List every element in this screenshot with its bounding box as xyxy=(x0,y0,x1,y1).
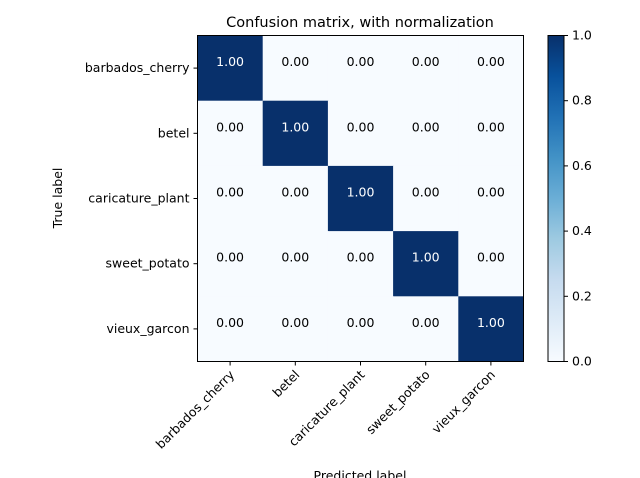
matrix-cell xyxy=(458,100,524,167)
matrix-cell xyxy=(327,100,394,167)
cell-value-label: 0.00 xyxy=(477,119,505,134)
x-axis-label: Predicted label xyxy=(314,468,407,478)
y-tick-label: betel xyxy=(158,125,190,140)
cell-value-label: 0.00 xyxy=(347,119,375,134)
matrix-cell xyxy=(393,231,459,297)
cell-value-label: 0.00 xyxy=(477,185,505,200)
cell-value-label: 0.00 xyxy=(477,250,505,265)
cell-value-label: 0.00 xyxy=(477,54,505,69)
matrix-cell xyxy=(458,231,524,297)
chart-title: Confusion matrix, with normalization xyxy=(226,15,494,31)
cell-value-label: 0.00 xyxy=(216,119,244,134)
matrix-cell xyxy=(458,35,524,102)
cell-value-label: 0.00 xyxy=(216,185,244,200)
matrix-cell xyxy=(262,35,329,102)
matrix-cell xyxy=(197,296,264,362)
matrix-cell xyxy=(327,231,394,297)
matrix-cell xyxy=(458,296,524,362)
matrix-cell-labels: 1.00 0.00 0.00 0.00 0.00 0.00 1.00 0.00 0.00 0.00… xyxy=(216,54,505,330)
cell-value-label: 0.00 xyxy=(412,119,440,134)
matrix-cell xyxy=(262,165,329,232)
cell-value-label: 0.00 xyxy=(281,250,309,265)
matrix-cell xyxy=(393,296,459,362)
matrix-cell xyxy=(327,35,394,102)
matrix-cell xyxy=(262,296,329,362)
colorbar-tick-label: 0.2 xyxy=(572,288,592,303)
colorbar-tick-label: 0.4 xyxy=(572,223,592,238)
cell-value-label: 0.00 xyxy=(412,54,440,69)
matrix-cell xyxy=(393,35,459,102)
cell-value-label: 0.00 xyxy=(281,54,309,69)
cell-value-label: 0.00 xyxy=(347,54,375,69)
matrix-cell xyxy=(197,100,264,167)
cell-value-label: 1.00 xyxy=(347,185,375,200)
cell-value-label: 0.00 xyxy=(216,250,244,265)
colorbar-tick-label: 1.0 xyxy=(572,28,592,43)
x-tick-label: vieux_garcon xyxy=(429,367,498,436)
matrix-cell xyxy=(197,35,264,102)
matrix-cell xyxy=(458,165,524,232)
matrix-cell xyxy=(393,165,459,232)
cell-value-label: 0.00 xyxy=(347,315,375,330)
y-tick-label: caricature_plant xyxy=(88,191,189,206)
y-tick-label: vieux_garcon xyxy=(106,321,189,336)
colorbar-tick-label: 0.8 xyxy=(572,93,592,108)
colorbar-tick-label: 0.0 xyxy=(572,354,592,369)
cell-value-label: 0.00 xyxy=(216,315,244,330)
cell-value-label: 0.00 xyxy=(412,315,440,330)
cell-value-label: 1.00 xyxy=(281,119,309,134)
cell-value-label: 1.00 xyxy=(412,250,440,265)
colorbar-tick-label: 0.6 xyxy=(572,158,592,173)
x-tick-label: betel xyxy=(269,367,302,400)
matrix-cell xyxy=(327,296,394,362)
y-tick-label: sweet_potato xyxy=(106,256,190,271)
matrix-cell xyxy=(197,231,264,297)
x-tick-labels: barbados_cherry betelcaricature_plantswee… xyxy=(153,361,498,452)
cell-value-label: 0.00 xyxy=(281,185,309,200)
matrix-cells xyxy=(197,35,524,362)
y-tick-label: barbados_cherry xyxy=(85,60,190,75)
cell-value-label: 0.00 xyxy=(347,250,375,265)
matrix-cell xyxy=(327,165,394,232)
cell-value-label: 1.00 xyxy=(477,315,505,330)
cell-value-label: 1.00 xyxy=(216,54,244,69)
x-tick-label: sweet_potato xyxy=(363,367,433,437)
colorbar-ticks: 0.0 0.2 0.4 0.6 0.8 1.0 xyxy=(564,28,592,369)
x-tick-label: barbados_cherry xyxy=(153,367,238,452)
cell-value-label: 0.00 xyxy=(412,185,440,200)
matrix-cell xyxy=(393,100,459,167)
cell-value-label: 0.00 xyxy=(281,315,309,330)
matrix-cell xyxy=(262,231,329,297)
matrix-cell xyxy=(197,165,264,232)
colorbar xyxy=(547,35,565,362)
y-axis-label: True label xyxy=(50,168,65,230)
matrix-cell xyxy=(262,100,329,167)
